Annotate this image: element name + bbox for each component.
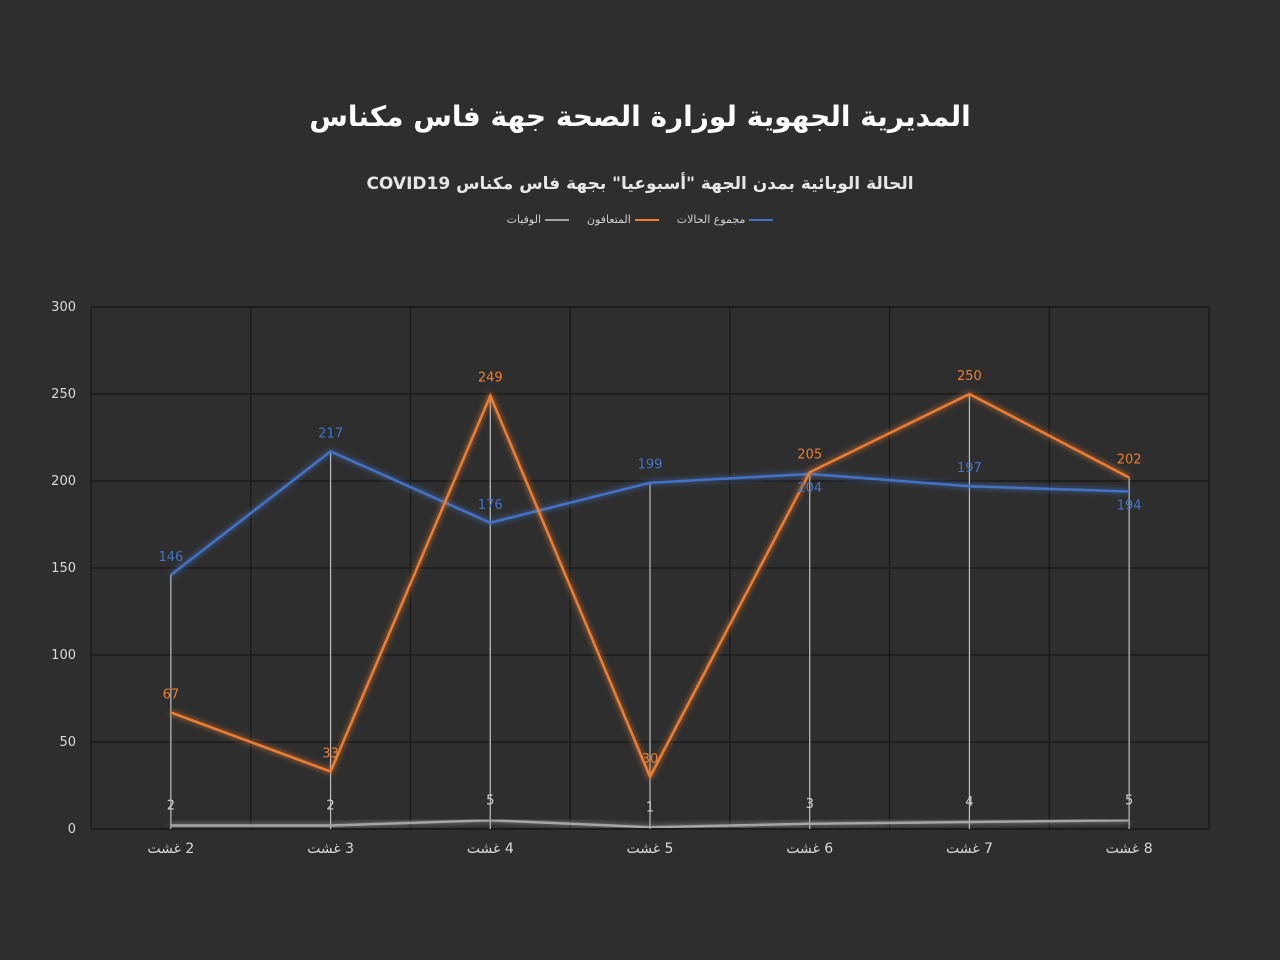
legend-swatch-total: [749, 218, 774, 221]
legend-label-deaths: الوفيات: [506, 213, 542, 226]
data-label-total: 204: [797, 481, 822, 496]
legend-swatch-recovered: [634, 218, 659, 221]
series-line-total: [170, 449, 1130, 576]
y-tick-label: 250: [51, 387, 76, 402]
x-tick-label: 5 غشت: [627, 841, 674, 857]
data-label-recovered: 30: [642, 752, 659, 767]
chart-main-title: المديرية الجهوية لوزارة الصحة جهة فاس مك…: [309, 100, 971, 133]
series-line-recovered: [170, 392, 1130, 780]
data-label-deaths: 5: [486, 793, 494, 808]
x-tick-label: 6 غشت: [786, 841, 833, 857]
x-tick-label: 7 غشت: [946, 841, 993, 857]
data-label-deaths: 2: [167, 799, 175, 814]
data-label-deaths: 3: [806, 797, 814, 812]
y-tick-label: 100: [51, 648, 76, 663]
data-label-recovered: 250: [957, 369, 982, 384]
chart-subtitle: الحالة الوبائية بمدن الجهة "أسبوعيا" بجه…: [366, 174, 914, 194]
legend-item-recovered: المتعافون: [587, 213, 659, 226]
series-line-deaths: [170, 819, 1130, 829]
data-label-total: 197: [957, 461, 982, 476]
legend-swatch-deaths: [545, 218, 570, 221]
data-label-recovered: 202: [1117, 453, 1142, 468]
chart-legend: مجموع الحالات المتعافون الوفيات: [0, 213, 1280, 226]
y-tick-label: 300: [51, 300, 76, 315]
data-label-total: 146: [158, 550, 183, 565]
data-label-total: 199: [638, 458, 663, 473]
data-label-deaths: 1: [646, 800, 654, 815]
legend-label-recovered: المتعافون: [587, 213, 631, 226]
data-label-deaths: 4: [965, 795, 973, 810]
y-tick-label: 0: [68, 822, 76, 837]
y-tick-label: 50: [59, 735, 76, 750]
data-label-total: 217: [318, 426, 343, 441]
x-tick-label: 8 غشت: [1106, 841, 1153, 857]
legend-item-total: مجموع الحالات: [677, 213, 774, 226]
data-label-deaths: 5: [1125, 793, 1133, 808]
data-label-recovered: 67: [163, 687, 180, 702]
legend-item-deaths: الوفيات: [506, 213, 570, 226]
data-label-total: 194: [1117, 498, 1142, 513]
y-tick-label: 150: [51, 561, 76, 576]
x-tick-label: 4 غشت: [467, 841, 514, 857]
y-tick-label: 200: [51, 474, 76, 489]
legend-label-total: مجموع الحالات: [676, 213, 746, 226]
x-tick-label: 3 غشت: [307, 841, 354, 857]
data-label-recovered: 205: [797, 447, 822, 462]
data-label-recovered: 33: [322, 747, 339, 762]
x-tick-label: 2 غشت: [147, 841, 194, 857]
data-label-total: 176: [478, 498, 503, 513]
data-label-deaths: 2: [326, 799, 334, 814]
data-label-recovered: 249: [478, 371, 503, 386]
